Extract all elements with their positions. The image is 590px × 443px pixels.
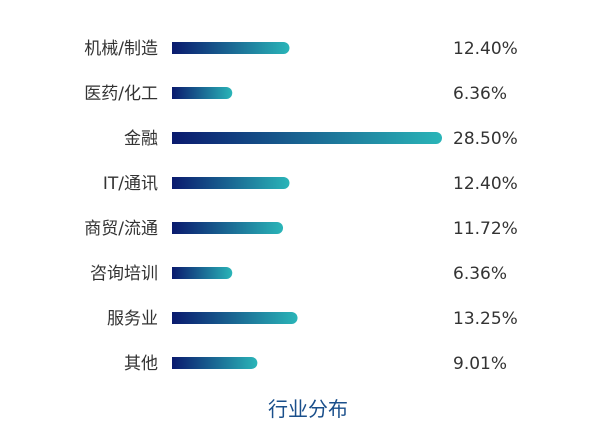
category-label: 其他 — [124, 354, 158, 374]
category-label: IT/通讯 — [103, 174, 158, 194]
value-label: 12.40% — [453, 39, 518, 59]
value-label: 11.72% — [453, 219, 518, 239]
category-label: 金融 — [124, 129, 158, 149]
bar — [172, 222, 284, 234]
bar — [172, 312, 298, 324]
value-label: 13.25% — [453, 309, 518, 329]
category-label: 服务业 — [107, 309, 158, 329]
value-label: 6.36% — [453, 84, 507, 104]
value-label: 28.50% — [453, 129, 518, 149]
bar — [172, 132, 442, 144]
category-label: 医药/化工 — [84, 84, 158, 104]
bar — [172, 177, 290, 189]
category-label: 咨询培训 — [90, 264, 158, 284]
bar — [172, 267, 233, 279]
bar — [172, 42, 290, 54]
value-label: 9.01% — [453, 354, 507, 374]
category-label: 机械/制造 — [84, 39, 158, 59]
bars-layer: 机械/制造 12.40% 医药/化工 6.36% 金融 28.50% IT/通讯 12.40%… — [84, 39, 518, 374]
value-label: 6.36% — [453, 264, 507, 284]
chart-title: 行业分布 — [268, 397, 348, 421]
bar — [172, 87, 233, 99]
value-label: 12.40% — [453, 174, 518, 194]
category-label: 商贸/流通 — [84, 219, 158, 239]
bar — [172, 357, 258, 369]
